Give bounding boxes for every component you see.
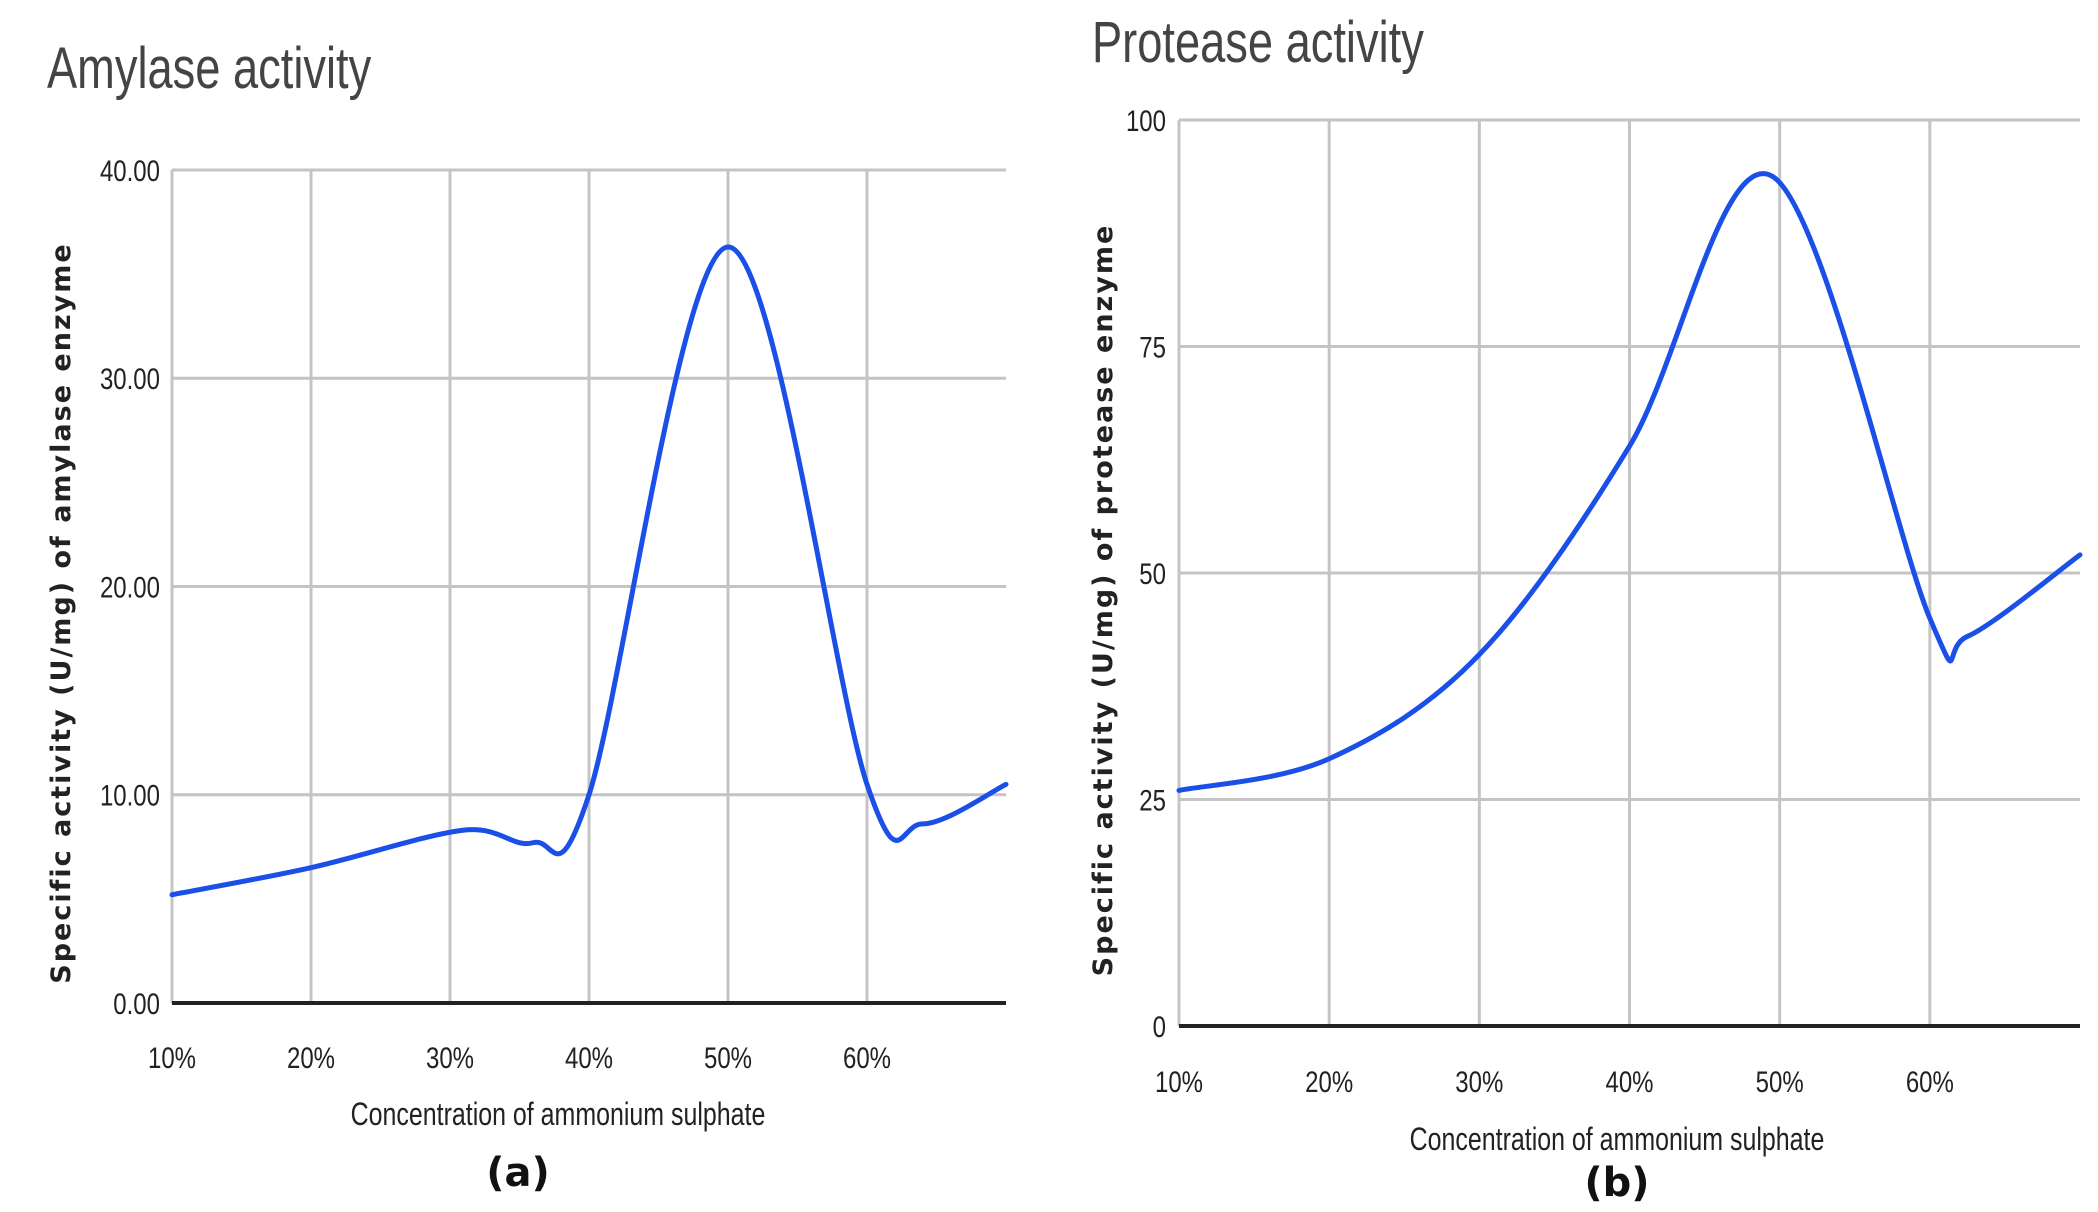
y-tick-label: 100 xyxy=(1126,103,1166,137)
chart-title: Protease activity xyxy=(1092,11,1424,76)
y-tick-label: 25 xyxy=(1139,783,1166,817)
y-tick-label: 50 xyxy=(1139,556,1166,590)
y-tick-label: 0 xyxy=(1153,1009,1166,1043)
x-tick-label: 10% xyxy=(1155,1064,1203,1098)
x-tick-label: 60% xyxy=(843,1040,891,1074)
y-tick-label: 0.00 xyxy=(113,986,160,1020)
panel-label: (a) xyxy=(486,1150,550,1196)
x-tick-label: 40% xyxy=(1605,1064,1653,1098)
chart-title: Amylase activity xyxy=(47,37,371,102)
chart-protease: Protease activity 0 25 50 75 100 10% 20% 30% 40% 5… xyxy=(1088,11,2083,1206)
series-line xyxy=(169,244,1009,898)
y-tick-label: 40.00 xyxy=(100,153,160,187)
x-axis-label: Concentration of ammonium sulphate xyxy=(1410,1122,1825,1158)
x-tick-label: 20% xyxy=(287,1040,335,1074)
chart-amylase: Amylase activity 0.00 10.00 20.00 30.00 40.00… xyxy=(46,37,1009,1196)
x-tick-label: 50% xyxy=(1756,1064,1804,1098)
panel-label: (b) xyxy=(1584,1160,1649,1206)
x-tick-label: 50% xyxy=(704,1040,752,1074)
series-line xyxy=(1176,171,2083,793)
y-tick-label: 75 xyxy=(1139,330,1166,364)
y-axis-label: Specific activity (U/mg) of amylase enzy… xyxy=(46,242,77,983)
y-axis-label: Specific activity (U/mg) of protease enz… xyxy=(1088,224,1119,977)
y-tick-label: 20.00 xyxy=(100,570,160,604)
x-axis-label: Concentration of ammonium sulphate xyxy=(351,1097,766,1133)
x-tick-label: 60% xyxy=(1906,1064,1954,1098)
x-tick-label: 20% xyxy=(1305,1064,1353,1098)
x-tick-label: 30% xyxy=(426,1040,474,1074)
y-tick-label: 30.00 xyxy=(100,362,160,396)
x-tick-label: 30% xyxy=(1455,1064,1503,1098)
x-tick-label: 40% xyxy=(565,1040,613,1074)
x-tick-label: 10% xyxy=(148,1040,196,1074)
y-tick-label: 10.00 xyxy=(100,778,160,812)
